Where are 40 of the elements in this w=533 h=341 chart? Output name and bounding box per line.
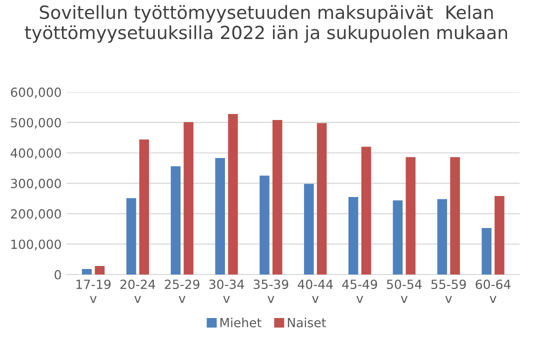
legend-label: Naiset: [288, 318, 326, 328]
x-tick-label: 25-29 v: [164, 280, 200, 303]
y-tick-label: 400,000: [10, 148, 61, 160]
chart-title: Sovitellun työttömyysetuuden maksupäivät Kelan työttömyysetuuksilla 2022 iän ja sukupuolen mukaan: [24, 5, 508, 43]
x-tick-label: 60-64 v: [476, 280, 510, 303]
bar: [126, 198, 136, 275]
bar: [348, 196, 358, 275]
x-tick-label: 40-44 v: [298, 280, 333, 303]
x-tick-label: 30-34 v: [209, 280, 244, 303]
bar: [392, 200, 403, 275]
bar: [482, 228, 492, 275]
bar: [184, 122, 194, 275]
bar: [304, 184, 314, 275]
x-tick-label: 55-59 v: [431, 280, 466, 303]
bar: [170, 166, 181, 275]
x-tick-label: 20-24 v: [120, 280, 156, 303]
bar: [406, 157, 416, 275]
y-tick-label: 200,000: [10, 209, 61, 220]
bar: [361, 146, 372, 275]
bar: [494, 196, 504, 275]
bar: [316, 123, 327, 275]
y-tick-label: 500,000: [11, 118, 61, 129]
y-tick-label: 600,000: [10, 88, 61, 98]
bar: [272, 120, 282, 275]
legend-label: Miehet: [220, 318, 262, 328]
y-tick-label: 300,000: [11, 178, 61, 190]
bar: [228, 114, 238, 275]
bar: [260, 176, 270, 275]
bar: [437, 199, 448, 275]
bar: [139, 140, 150, 275]
bar: [82, 269, 92, 275]
x-tick-label: 45-49 v: [342, 280, 378, 303]
y-tick-label: 100,000: [11, 240, 61, 250]
x-tick-label: 50-54 v: [386, 280, 422, 303]
y-tick-label: 0: [54, 270, 61, 280]
bar: [450, 157, 460, 275]
x-tick-label: 17-19 v: [76, 280, 111, 303]
bar: [94, 266, 105, 275]
x-tick-label: 35-39 v: [254, 280, 288, 303]
bar: [215, 158, 225, 275]
